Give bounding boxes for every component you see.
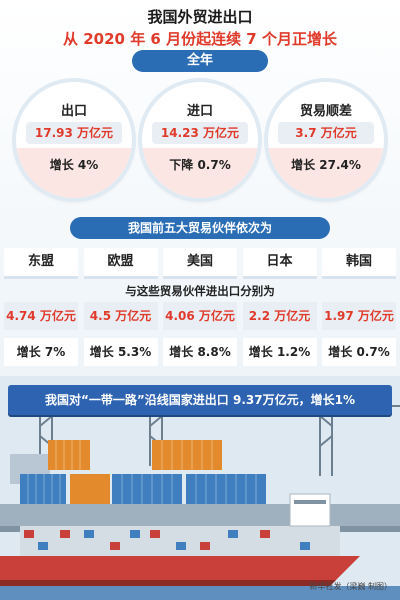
- partner-value: 1.97 万亿元: [322, 302, 396, 330]
- partners-pill: 我国前五大贸易伙伴依次为: [70, 217, 330, 239]
- circle-bottom-band: [16, 148, 132, 198]
- partner-growth: 增长 5.3%: [83, 338, 158, 366]
- page-title: 我国外贸进出口: [147, 8, 253, 26]
- partner-name: 美国: [163, 248, 237, 279]
- export-circle: 出口 17.93 万亿元 增长 4%: [16, 82, 132, 198]
- surplus-circle: 贸易顺差 3.7 万亿元 增长 27.4%: [268, 82, 384, 198]
- partners-subtitle: 与这些贸易伙伴进出口分别为: [125, 284, 275, 298]
- partner-names-row: 东盟 欧盟 美国 日本 韩国: [4, 248, 396, 279]
- partner-value: 4.06 万亿元: [163, 302, 237, 330]
- partner-value: 4.74 万亿元: [4, 302, 78, 330]
- partner-value: 4.5 万亿元: [83, 302, 158, 330]
- circle-bottom-band: [142, 148, 258, 198]
- partner-name: 东盟: [4, 248, 78, 279]
- circle-bottom-band: [268, 148, 384, 198]
- year-pill: 全年: [132, 50, 268, 72]
- import-change: 下降 0.7%: [169, 158, 231, 172]
- export-label: 出口: [60, 104, 87, 119]
- partner-values-row: 4.74 万亿元 4.5 万亿元 4.06 万亿元 2.2 万亿元 1.97 万…: [4, 302, 396, 330]
- partner-growth: 增长 8.8%: [163, 338, 237, 366]
- surplus-change: 增长 27.4%: [291, 158, 361, 172]
- import-value: 14.23 万亿元: [152, 122, 248, 144]
- partner-value: 2.2 万亿元: [242, 302, 317, 330]
- partner-growth: 增长 7%: [4, 338, 78, 366]
- partner-name: 日本: [242, 248, 317, 279]
- page-subtitle: 从 2020 年 6 月份起连续 7 个月正增长: [63, 30, 337, 48]
- import-circle: 进口 14.23 万亿元 下降 0.7%: [142, 82, 258, 198]
- export-value: 17.93 万亿元: [26, 122, 122, 144]
- partner-growth-row: 增长 7% 增长 5.3% 增长 8.8% 增长 1.2% 增长 0.7%: [4, 338, 396, 366]
- partner-name: 韩国: [322, 248, 396, 279]
- surplus-value: 3.7 万亿元: [278, 122, 374, 144]
- import-label: 进口: [186, 104, 213, 119]
- partner-name: 欧盟: [83, 248, 158, 279]
- surplus-label: 贸易顺差: [299, 104, 352, 119]
- export-change: 增长 4%: [49, 158, 99, 172]
- partner-growth: 增长 0.7%: [322, 338, 396, 366]
- partner-growth: 增长 1.2%: [242, 338, 317, 366]
- belt-and-road-banner: 我国对“一带一路”沿线国家进出口 9.37万亿元，增长1%: [8, 385, 392, 415]
- image-credit: 新华社发（梁巍 制图）: [309, 582, 392, 591]
